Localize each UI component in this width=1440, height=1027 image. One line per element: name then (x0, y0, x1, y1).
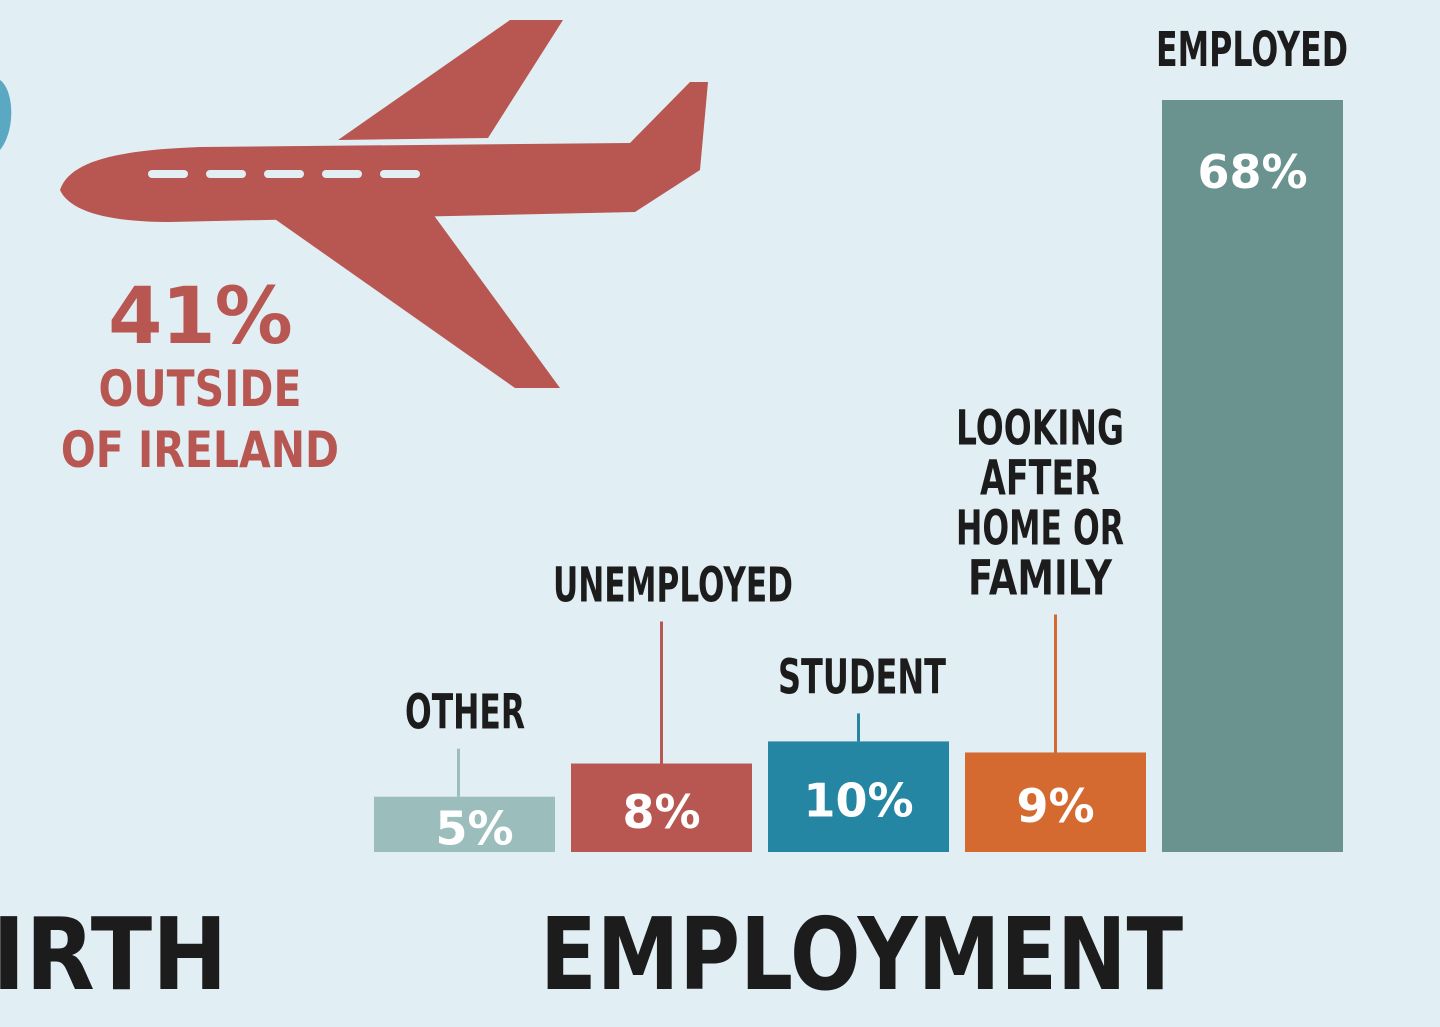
category-label: UNEMPLOYED (553, 558, 793, 614)
category-label: AFTER (980, 450, 1100, 506)
category-label: EMPLOYED (1156, 22, 1348, 78)
category-label: FAMILY (968, 550, 1113, 606)
category-label: STUDENT (778, 649, 946, 705)
bar-other (374, 796, 555, 852)
value-label: 68% (1197, 145, 1307, 199)
bar-looking-after-home-or-family (965, 752, 1146, 852)
value-label: 10% (803, 774, 913, 828)
birth-label-line1: OUTSIDE (98, 360, 302, 418)
value-label: 9% (1016, 779, 1094, 833)
category-label: LOOKING (956, 400, 1124, 456)
birth-percent: 41% (108, 272, 293, 362)
bar-unemployed (571, 763, 752, 852)
value-label: 5% (435, 801, 513, 855)
category-label: OTHER (405, 685, 525, 741)
birth-section-title: IRTH (0, 896, 228, 1013)
birth-label-line2: OF IRELAND (60, 421, 340, 479)
chart-title: EMPLOYMENT (540, 896, 1184, 1013)
bar-employed (1162, 100, 1343, 852)
category-label: HOME OR (956, 500, 1124, 556)
airplane-icon (0, 20, 708, 388)
bar-student (768, 741, 949, 852)
value-label: 8% (622, 785, 700, 839)
